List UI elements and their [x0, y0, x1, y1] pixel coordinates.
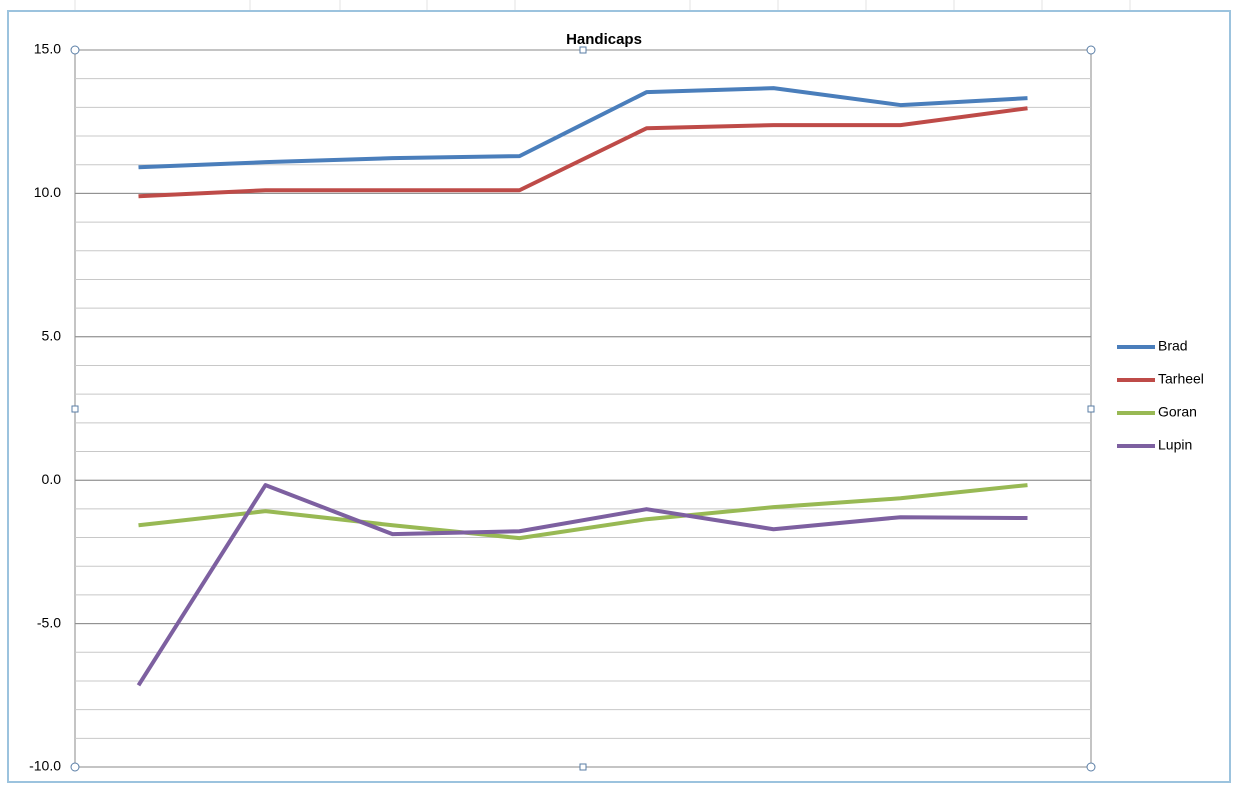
selection-handles [70, 45, 1096, 772]
legend-label: Goran [1158, 404, 1197, 420]
y-tick-label: 15.0 [34, 41, 61, 57]
y-tick-label: -10.0 [29, 758, 61, 774]
sheet-grid [74, 0, 1131, 10]
series-line [136, 483, 1028, 687]
y-tick-label: 10.0 [34, 184, 61, 200]
series-line [138, 106, 1028, 199]
legend-label: Tarheel [1158, 371, 1204, 387]
y-tick-label: 5.0 [42, 328, 62, 344]
chart-frame [7, 10, 1231, 783]
series-line [138, 483, 1028, 541]
legend-label: Lupin [1158, 437, 1192, 453]
y-tick-label: 0.0 [42, 471, 62, 487]
series-line [138, 86, 1028, 170]
y-tick-label: -5.0 [37, 614, 61, 630]
legend-label: Brad [1158, 338, 1188, 354]
chart-title: Handicaps [566, 31, 642, 48]
legend: Brad Tarheel Goran Lupin [1117, 338, 1204, 453]
lines [136, 86, 1028, 687]
